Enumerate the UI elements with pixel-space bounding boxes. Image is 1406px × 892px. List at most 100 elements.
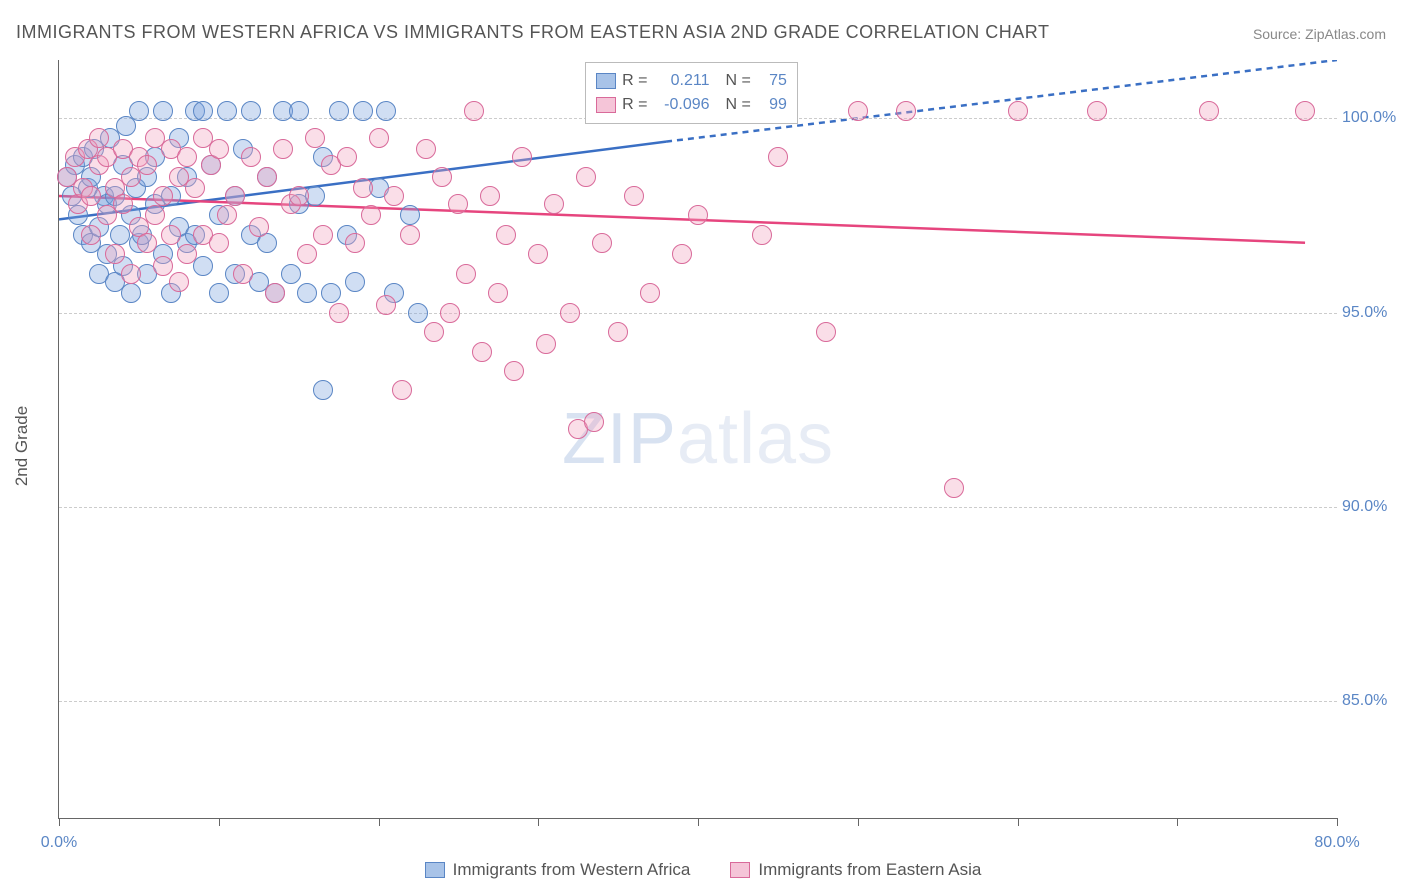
scatter-point <box>376 101 396 121</box>
n-label: N = <box>726 72 751 90</box>
scatter-point <box>376 295 396 315</box>
scatter-point <box>177 244 197 264</box>
scatter-point <box>233 264 253 284</box>
trend-lines-layer <box>59 60 1337 818</box>
scatter-point <box>384 186 404 206</box>
scatter-point <box>816 322 836 342</box>
scatter-point <box>544 194 564 214</box>
r-value: 0.211 <box>654 72 710 90</box>
x-tick <box>1177 818 1178 826</box>
scatter-point <box>512 147 532 167</box>
scatter-point <box>752 225 772 245</box>
scatter-point <box>185 178 205 198</box>
scatter-point <box>536 334 556 354</box>
scatter-point <box>169 272 189 292</box>
scatter-point <box>313 225 333 245</box>
scatter-point <box>289 101 309 121</box>
scatter-point <box>241 101 261 121</box>
scatter-point <box>313 380 333 400</box>
scatter-point <box>289 186 309 206</box>
scatter-point <box>329 303 349 323</box>
legend-item-wa: Immigrants from Western Africa <box>425 860 691 880</box>
scatter-point <box>145 205 165 225</box>
scatter-point <box>257 167 277 187</box>
scatter-point <box>121 264 141 284</box>
scatter-point <box>241 147 261 167</box>
gridline-h <box>59 313 1337 314</box>
scatter-point <box>896 101 916 121</box>
scatter-point <box>345 272 365 292</box>
scatter-point <box>472 342 492 362</box>
scatter-point <box>113 194 133 214</box>
scatter-point <box>361 205 381 225</box>
scatter-point <box>944 478 964 498</box>
scatter-point <box>560 303 580 323</box>
legend-swatch-pink <box>730 862 750 878</box>
y-tick-label: 95.0% <box>1342 304 1397 322</box>
scatter-point <box>528 244 548 264</box>
correlation-legend-box: R = 0.211 N = 75 R = -0.096 N = 99 <box>585 62 798 124</box>
scatter-point <box>480 186 500 206</box>
scatter-point <box>369 128 389 148</box>
scatter-point <box>89 128 109 148</box>
scatter-point <box>153 186 173 206</box>
x-tick <box>219 818 220 826</box>
scatter-point <box>456 264 476 284</box>
scatter-point <box>768 147 788 167</box>
scatter-point <box>249 217 269 237</box>
scatter-point <box>297 283 317 303</box>
scatter-point <box>353 101 373 121</box>
r-label: R = <box>622 96 647 114</box>
legend-swatch-icon <box>596 73 616 89</box>
scatter-point <box>137 155 157 175</box>
scatter-point <box>153 256 173 276</box>
scatter-point <box>400 205 420 225</box>
scatter-point <box>408 303 428 323</box>
legend-label-ea: Immigrants from Eastern Asia <box>758 860 981 880</box>
x-tick <box>59 818 60 826</box>
scatter-point <box>848 101 868 121</box>
bottom-legend: Immigrants from Western Africa Immigrant… <box>0 860 1406 880</box>
scatter-point <box>432 167 452 187</box>
scatter-point <box>608 322 628 342</box>
scatter-point <box>305 128 325 148</box>
y-tick-label: 100.0% <box>1342 109 1397 127</box>
scatter-point <box>496 225 516 245</box>
scatter-point <box>345 233 365 253</box>
scatter-point <box>576 167 596 187</box>
scatter-point <box>161 225 181 245</box>
x-tick-label: 80.0% <box>1314 834 1359 852</box>
x-tick <box>698 818 699 826</box>
x-tick-label: 0.0% <box>41 834 77 852</box>
gridline-h <box>59 701 1337 702</box>
scatter-point <box>297 244 317 264</box>
scatter-point <box>193 256 213 276</box>
scatter-point <box>1008 101 1028 121</box>
scatter-point <box>153 101 173 121</box>
scatter-point <box>217 101 237 121</box>
scatter-point <box>440 303 460 323</box>
y-axis-label: 2nd Grade <box>12 406 32 486</box>
plot-area: ZIPatlas 85.0%90.0%95.0%100.0%0.0%80.0% <box>58 60 1337 819</box>
x-tick <box>538 818 539 826</box>
scatter-point <box>193 101 213 121</box>
scatter-point <box>640 283 660 303</box>
scatter-point <box>1199 101 1219 121</box>
scatter-point <box>504 361 524 381</box>
n-label: N = <box>726 96 751 114</box>
scatter-point <box>329 101 349 121</box>
x-tick <box>858 818 859 826</box>
scatter-point <box>584 412 604 432</box>
scatter-point <box>177 147 197 167</box>
legend-swatch-icon <box>596 97 616 113</box>
r-label: R = <box>622 72 647 90</box>
scatter-point <box>424 322 444 342</box>
scatter-point <box>448 194 468 214</box>
scatter-point <box>353 178 373 198</box>
legend-item-ea: Immigrants from Eastern Asia <box>730 860 981 880</box>
n-value: 99 <box>757 96 787 114</box>
scatter-point <box>416 139 436 159</box>
scatter-point <box>672 244 692 264</box>
scatter-point <box>110 225 130 245</box>
y-tick-label: 85.0% <box>1342 692 1397 710</box>
